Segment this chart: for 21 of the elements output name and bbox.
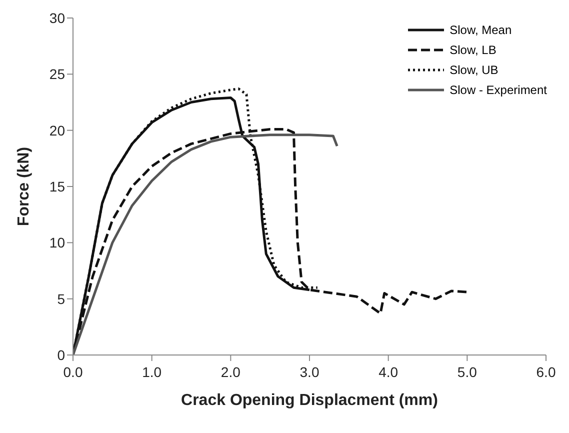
- x-axis-title: Crack Opening Displacment (mm): [181, 392, 438, 409]
- legend-label: Slow, LB: [450, 43, 496, 57]
- y-tick-label: 5: [57, 290, 66, 307]
- legend-label: Slow - Experiment: [450, 83, 547, 97]
- y-tick-label: 30: [49, 10, 66, 26]
- y-axis-title: Force (kN): [16, 146, 33, 226]
- y-tick-label: 25: [49, 66, 66, 82]
- legend-label: Slow, UB: [450, 63, 498, 77]
- line-series: [73, 134, 338, 355]
- y-tick-label: 15: [49, 178, 66, 194]
- x-tick-label: 2.0: [220, 364, 241, 380]
- x-tick-label: 6.0: [536, 364, 556, 380]
- x-tick-label: 5.0: [457, 364, 478, 380]
- y-tick-label: 0: [57, 347, 66, 363]
- x-tick-label: 3.0: [300, 364, 320, 380]
- y-tick-label: 20: [49, 122, 66, 138]
- legend-label: Slow, Mean: [450, 23, 512, 37]
- x-tick-label: 0.0: [63, 364, 83, 380]
- y-tick-label: 10: [49, 234, 66, 251]
- x-tick-label: 4.0: [378, 364, 398, 380]
- x-tick-label: 1.0: [142, 364, 162, 380]
